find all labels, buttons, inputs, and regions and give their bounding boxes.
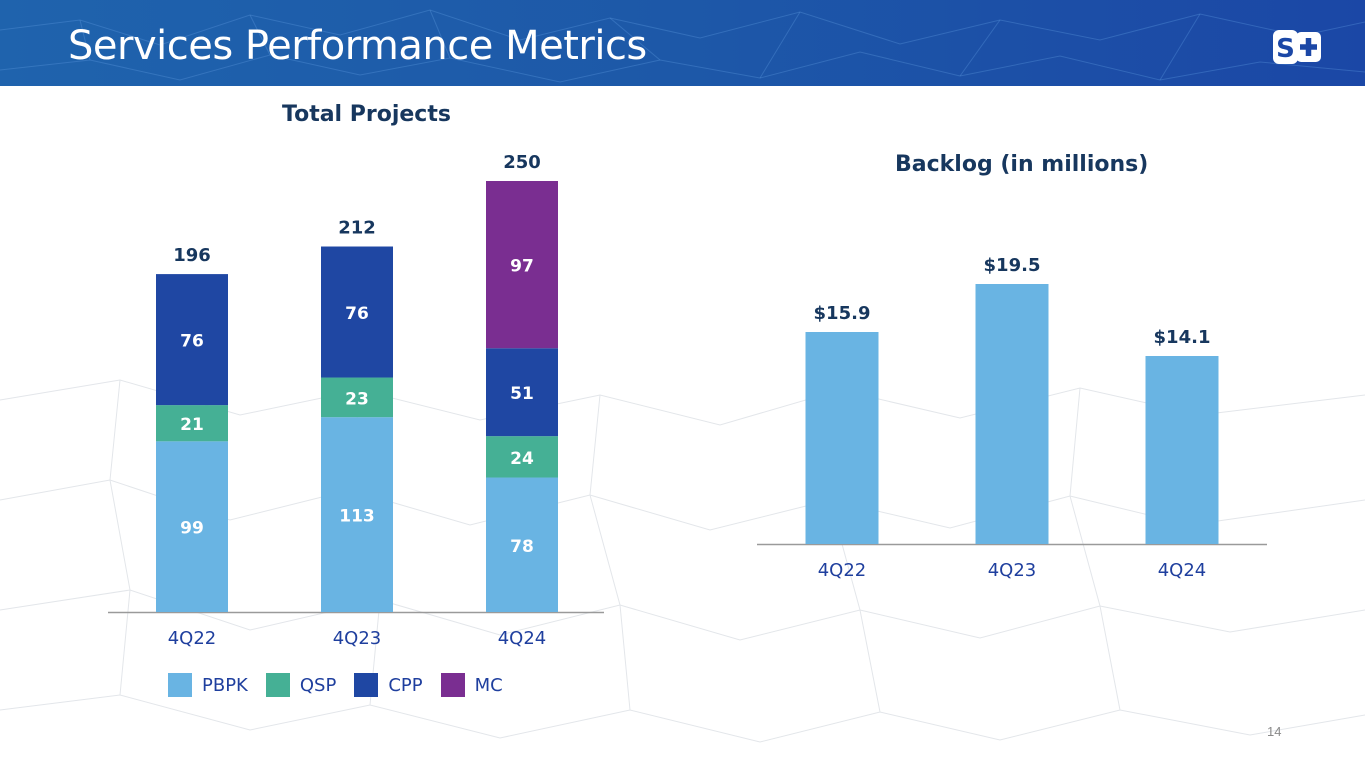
legend-swatch-cpp	[354, 673, 379, 697]
bar-backlog-4q23	[975, 284, 1049, 544]
legend-item-pbpk: PBPK	[168, 673, 248, 697]
bar-segment-pbpk-4q22	[156, 441, 228, 612]
page-number: 14	[1267, 724, 1282, 739]
data-label-backlog-4q22: $15.9	[814, 303, 871, 324]
legend: PBPK QSP CPP MC	[168, 673, 521, 697]
chart-title-total-projects: Total Projects	[282, 102, 451, 127]
bar-segment-qsp-4q23	[321, 377, 393, 418]
total-label-4q24: 250	[503, 152, 541, 173]
slide-title: Services Performance Metrics	[68, 23, 647, 69]
x-tick-label-4q23: 4Q23	[333, 628, 382, 649]
data-label-qsp-4q22: 21	[180, 415, 204, 435]
bar-segment-qsp-4q24	[486, 436, 558, 478]
bar-segment-pbpk-4q23	[321, 417, 393, 612]
legend-label-cpp: CPP	[388, 674, 423, 696]
data-label-cpp-4q24: 51	[510, 384, 534, 404]
chart-title-backlog: Backlog (in millions)	[895, 152, 1149, 177]
slide-header: Services Performance Metrics S	[0, 0, 1365, 86]
bar-backlog-4q22	[805, 332, 879, 544]
legend-item-mc: MC	[440, 673, 503, 697]
legend-swatch-qsp	[265, 673, 290, 697]
data-label-qsp-4q24: 24	[510, 449, 534, 469]
bar-segment-mc-4q24	[486, 181, 558, 349]
data-label-pbpk-4q22: 99	[180, 519, 204, 539]
data-label-mc-4q24: 97	[510, 257, 534, 277]
bar-segment-cpp-4q22	[156, 274, 228, 406]
data-label-pbpk-4q23: 113	[339, 507, 375, 527]
x-tick-label-4q22: 4Q22	[168, 628, 217, 649]
x-tick-label-backlog-4q23: 4Q23	[988, 560, 1037, 581]
legend-swatch-pbpk	[168, 673, 192, 697]
legend-label-qsp: QSP	[299, 674, 337, 696]
data-label-cpp-4q22: 76	[180, 332, 204, 352]
x-tick-label-backlog-4q22: 4Q22	[818, 560, 867, 581]
bar-segment-qsp-4q22	[156, 405, 228, 442]
total-label-4q23: 212	[338, 218, 376, 239]
x-tick-label-backlog-4q24: 4Q24	[1158, 560, 1207, 581]
legend-label-pbpk: PBPK	[202, 674, 248, 696]
legend-label-mc: MC	[474, 674, 503, 696]
data-label-cpp-4q23: 76	[345, 304, 369, 324]
data-label-qsp-4q23: 23	[345, 389, 369, 409]
x-tick-label-4q24: 4Q24	[498, 628, 547, 649]
legend-item-qsp: QSP	[265, 673, 337, 697]
data-label-backlog-4q23: $19.5	[984, 255, 1041, 276]
bar-segment-pbpk-4q24	[486, 477, 558, 612]
company-logo-icon: S	[1273, 30, 1321, 64]
network-pattern-decoration	[0, 9, 1365, 83]
legend-item-cpp: CPP	[354, 673, 423, 697]
svg-text:S: S	[1276, 34, 1295, 64]
bar-segment-cpp-4q23	[321, 246, 393, 378]
bar-segment-cpp-4q24	[486, 348, 558, 437]
bar-backlog-4q24	[1145, 356, 1219, 544]
data-label-pbpk-4q24: 78	[510, 537, 534, 557]
total-label-4q22: 196	[173, 245, 211, 266]
legend-swatch-mc	[440, 673, 465, 697]
data-label-backlog-4q24: $14.1	[1154, 327, 1211, 348]
